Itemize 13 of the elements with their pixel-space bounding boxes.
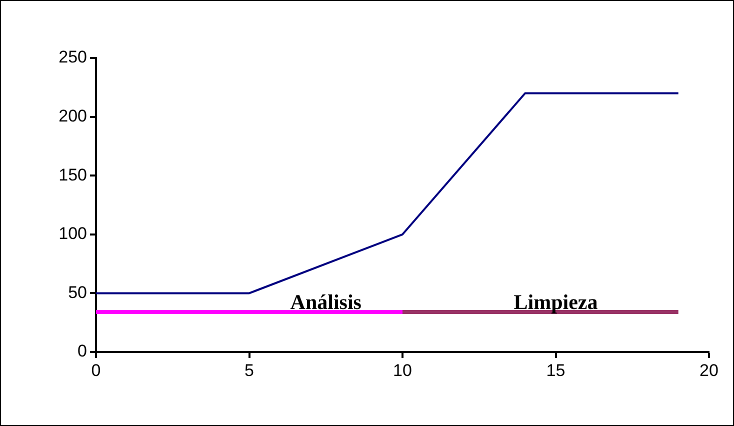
x-tick-label: 10 [393, 360, 412, 380]
y-tick-label: 0 [78, 342, 87, 361]
annotation: Limpieza [514, 290, 598, 314]
annotation: Análisis [290, 290, 362, 314]
y-tick-label: 50 [68, 282, 87, 302]
y-tick-label: 250 [58, 48, 87, 67]
x-tick-label: 5 [244, 360, 254, 380]
x-tick-label: 20 [700, 360, 718, 380]
y-tick-label: 150 [58, 165, 87, 184]
y-tick-label: 100 [58, 224, 87, 244]
y-tick-label: 200 [58, 106, 87, 126]
x-tick-label: 15 [546, 360, 566, 380]
x-tick-label: 0 [91, 360, 101, 380]
